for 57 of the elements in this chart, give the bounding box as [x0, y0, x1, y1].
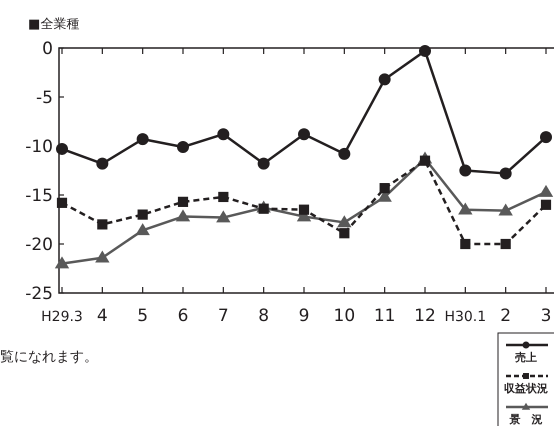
x-tick-label: H30.1	[444, 309, 486, 325]
point	[500, 167, 512, 180]
x-tick-label: 9	[298, 306, 310, 326]
x-tick-label: 7	[218, 306, 229, 326]
point	[380, 183, 390, 194]
point	[458, 202, 473, 214]
point	[460, 238, 470, 250]
point	[498, 203, 513, 216]
y-tick-label: -25	[25, 284, 53, 304]
point	[177, 140, 189, 153]
x-tick-label: 10	[334, 306, 356, 326]
point	[135, 223, 150, 236]
point	[217, 128, 230, 140]
point	[178, 196, 188, 207]
point	[339, 228, 350, 238]
point	[56, 142, 68, 155]
x-tick-label: 8	[258, 306, 270, 326]
point	[500, 238, 511, 250]
point	[218, 192, 228, 202]
point	[540, 200, 552, 210]
point	[138, 210, 148, 220]
y-tick-label: -15	[25, 186, 53, 206]
point	[298, 128, 310, 140]
point	[337, 215, 352, 228]
legend-label: 売上	[515, 351, 537, 364]
point	[97, 219, 108, 230]
point	[338, 148, 350, 160]
x-tick-label: 3	[540, 306, 552, 326]
point	[378, 73, 391, 86]
point	[95, 250, 110, 263]
legend-label: 景 況	[508, 413, 542, 426]
point	[258, 158, 270, 170]
point	[96, 158, 108, 170]
x-tick-label: 2	[500, 306, 512, 326]
y-tick-label: 0	[42, 39, 53, 59]
point	[54, 256, 70, 268]
x-tick-label: H29.3	[41, 309, 83, 325]
y-tick-label: -10	[25, 137, 53, 157]
y-tick-label: -5	[36, 88, 53, 108]
x-tick-label: 11	[374, 306, 396, 326]
point	[298, 204, 310, 215]
x-tick-label: 5	[137, 306, 148, 326]
point	[176, 209, 190, 222]
point	[459, 164, 472, 176]
x-tick-label: 4	[96, 306, 108, 326]
point	[538, 184, 554, 197]
point	[419, 44, 431, 57]
chart-title: ■全業種	[28, 17, 80, 32]
legend-label: 収益状況	[504, 382, 548, 395]
point	[216, 210, 231, 222]
y-tick-label: -20	[25, 235, 53, 255]
text: 覧になれます。	[0, 349, 98, 365]
point	[540, 131, 552, 144]
x-tick-label: 12	[414, 306, 436, 326]
point	[56, 198, 68, 208]
x-tick-label: 6	[178, 306, 188, 326]
point	[136, 133, 149, 146]
